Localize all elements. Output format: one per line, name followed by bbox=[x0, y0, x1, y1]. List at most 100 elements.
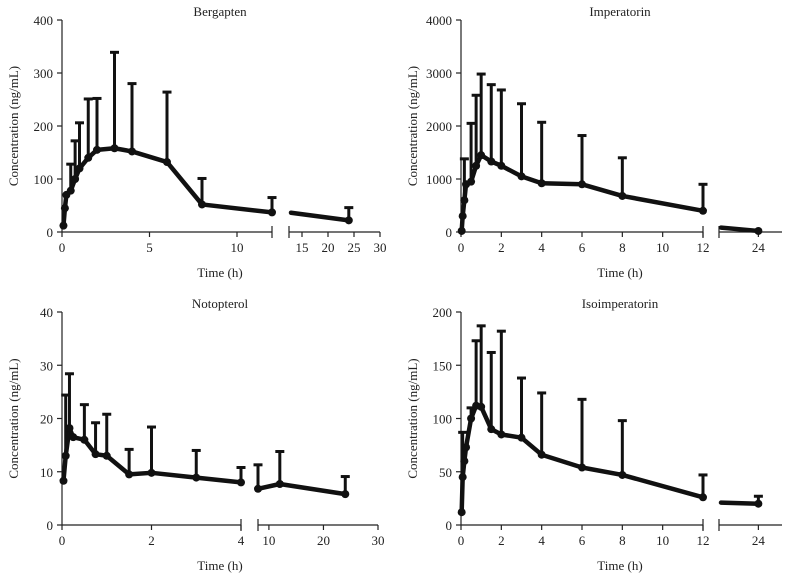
data-point bbox=[477, 402, 486, 411]
data-point bbox=[517, 433, 526, 442]
data-point bbox=[59, 476, 68, 485]
chart-title: Imperatorin bbox=[589, 4, 651, 19]
data-point bbox=[487, 157, 496, 166]
x-axis-label: Time (h) bbox=[597, 558, 642, 573]
data-point bbox=[341, 490, 350, 499]
data-point bbox=[80, 435, 89, 444]
data-point bbox=[128, 147, 136, 156]
mean-line-segment bbox=[539, 180, 585, 187]
mean-line-segment bbox=[459, 474, 465, 515]
x-tick-label: 0 bbox=[59, 533, 66, 548]
data-point bbox=[457, 508, 466, 517]
mean-line-segment bbox=[620, 193, 706, 214]
mean-line-segment bbox=[164, 159, 205, 207]
data-point bbox=[699, 206, 707, 215]
panel-imperatorin: Imperatorin 0 1000 2000 3000 4000 Concentratio… bbox=[405, 4, 782, 280]
mean-line-segment bbox=[199, 202, 275, 215]
data-point bbox=[462, 443, 471, 452]
data-point bbox=[268, 208, 276, 217]
mean-line-segment bbox=[718, 225, 761, 234]
data-point bbox=[71, 175, 80, 183]
data-point bbox=[458, 212, 467, 221]
y-tick-label: 100 bbox=[433, 412, 453, 427]
x-tick-label: 4 bbox=[238, 533, 245, 548]
x-tick-label: 12 bbox=[697, 533, 710, 548]
x-tick-label: 24 bbox=[752, 533, 766, 548]
y-tick-label: 40 bbox=[40, 305, 53, 320]
data-point bbox=[61, 451, 70, 460]
x-tick-label: 5 bbox=[146, 240, 153, 255]
mean-line-segment bbox=[579, 465, 625, 478]
data-point bbox=[487, 425, 496, 434]
data-point bbox=[163, 158, 171, 167]
y-axis-label: Concentration (ng/mL) bbox=[6, 358, 21, 478]
y-tick-label: 2000 bbox=[426, 119, 452, 134]
data-point bbox=[93, 145, 101, 154]
y-tick-label: 20 bbox=[40, 412, 53, 427]
mean-line-segment bbox=[463, 416, 474, 450]
x-tick-label: 0 bbox=[458, 240, 465, 255]
data-point bbox=[578, 180, 586, 189]
x-tick-label: 10 bbox=[231, 240, 244, 255]
x-tick-label: 24 bbox=[752, 240, 766, 255]
data-point bbox=[237, 478, 245, 487]
data-point bbox=[497, 430, 506, 439]
data-point bbox=[472, 161, 481, 170]
chart-title: Notopterol bbox=[192, 296, 249, 311]
y-tick-label: 1000 bbox=[426, 172, 452, 187]
y-tick-label: 0 bbox=[47, 225, 54, 240]
data-point bbox=[66, 186, 75, 195]
data-point bbox=[754, 226, 763, 235]
data-point bbox=[699, 493, 707, 502]
data-point bbox=[467, 414, 476, 423]
data-point bbox=[125, 470, 134, 479]
panel-isoimperatorin: Isoimperatorin050100150200Concentration … bbox=[405, 296, 782, 573]
y-tick-label: 50 bbox=[439, 465, 452, 480]
x-tick-label: 4 bbox=[538, 240, 545, 255]
x-tick-label: 25 bbox=[348, 240, 361, 255]
mean-line-segment bbox=[149, 470, 199, 480]
y-tick-label: 0 bbox=[47, 518, 54, 533]
x-tick-label: 30 bbox=[374, 240, 387, 255]
x-tick-label: 12 bbox=[697, 240, 710, 255]
x-tick-label: 20 bbox=[317, 533, 330, 548]
data-point bbox=[275, 479, 284, 488]
data-point bbox=[65, 424, 74, 433]
y-tick-label: 100 bbox=[34, 172, 54, 187]
data-point bbox=[75, 164, 84, 173]
data-point bbox=[254, 484, 262, 493]
data-point bbox=[460, 457, 469, 466]
data-point bbox=[477, 151, 486, 160]
data-point bbox=[60, 204, 69, 213]
data-point bbox=[467, 177, 476, 186]
data-point bbox=[460, 196, 469, 205]
data-point bbox=[618, 191, 627, 200]
data-point bbox=[147, 468, 156, 477]
data-point bbox=[537, 179, 546, 188]
mean-line-segment bbox=[104, 453, 132, 477]
x-tick-label: 10 bbox=[656, 533, 669, 548]
y-tick-label: 30 bbox=[40, 358, 53, 373]
data-point bbox=[192, 473, 201, 482]
x-tick-label: 10 bbox=[656, 240, 669, 255]
y-axis-label: Concentration (ng/mL) bbox=[405, 358, 420, 478]
x-tick-label: 2 bbox=[498, 240, 505, 255]
data-point bbox=[618, 470, 627, 479]
data-point bbox=[457, 226, 466, 235]
mean-line-segment bbox=[539, 452, 585, 470]
data-point bbox=[578, 463, 586, 472]
mean-line-segment bbox=[277, 481, 348, 497]
mean-line-segment bbox=[288, 210, 352, 223]
x-tick-label: 6 bbox=[579, 240, 586, 255]
data-point bbox=[344, 216, 353, 225]
y-axis-label: Concentration (ng/mL) bbox=[6, 66, 21, 186]
y-tick-label: 10 bbox=[40, 465, 53, 480]
data-point bbox=[537, 450, 546, 459]
x-tick-label: 10 bbox=[262, 533, 275, 548]
data-point bbox=[754, 499, 763, 508]
x-tick-label: 15 bbox=[296, 240, 309, 255]
x-tick-label: 8 bbox=[619, 533, 626, 548]
